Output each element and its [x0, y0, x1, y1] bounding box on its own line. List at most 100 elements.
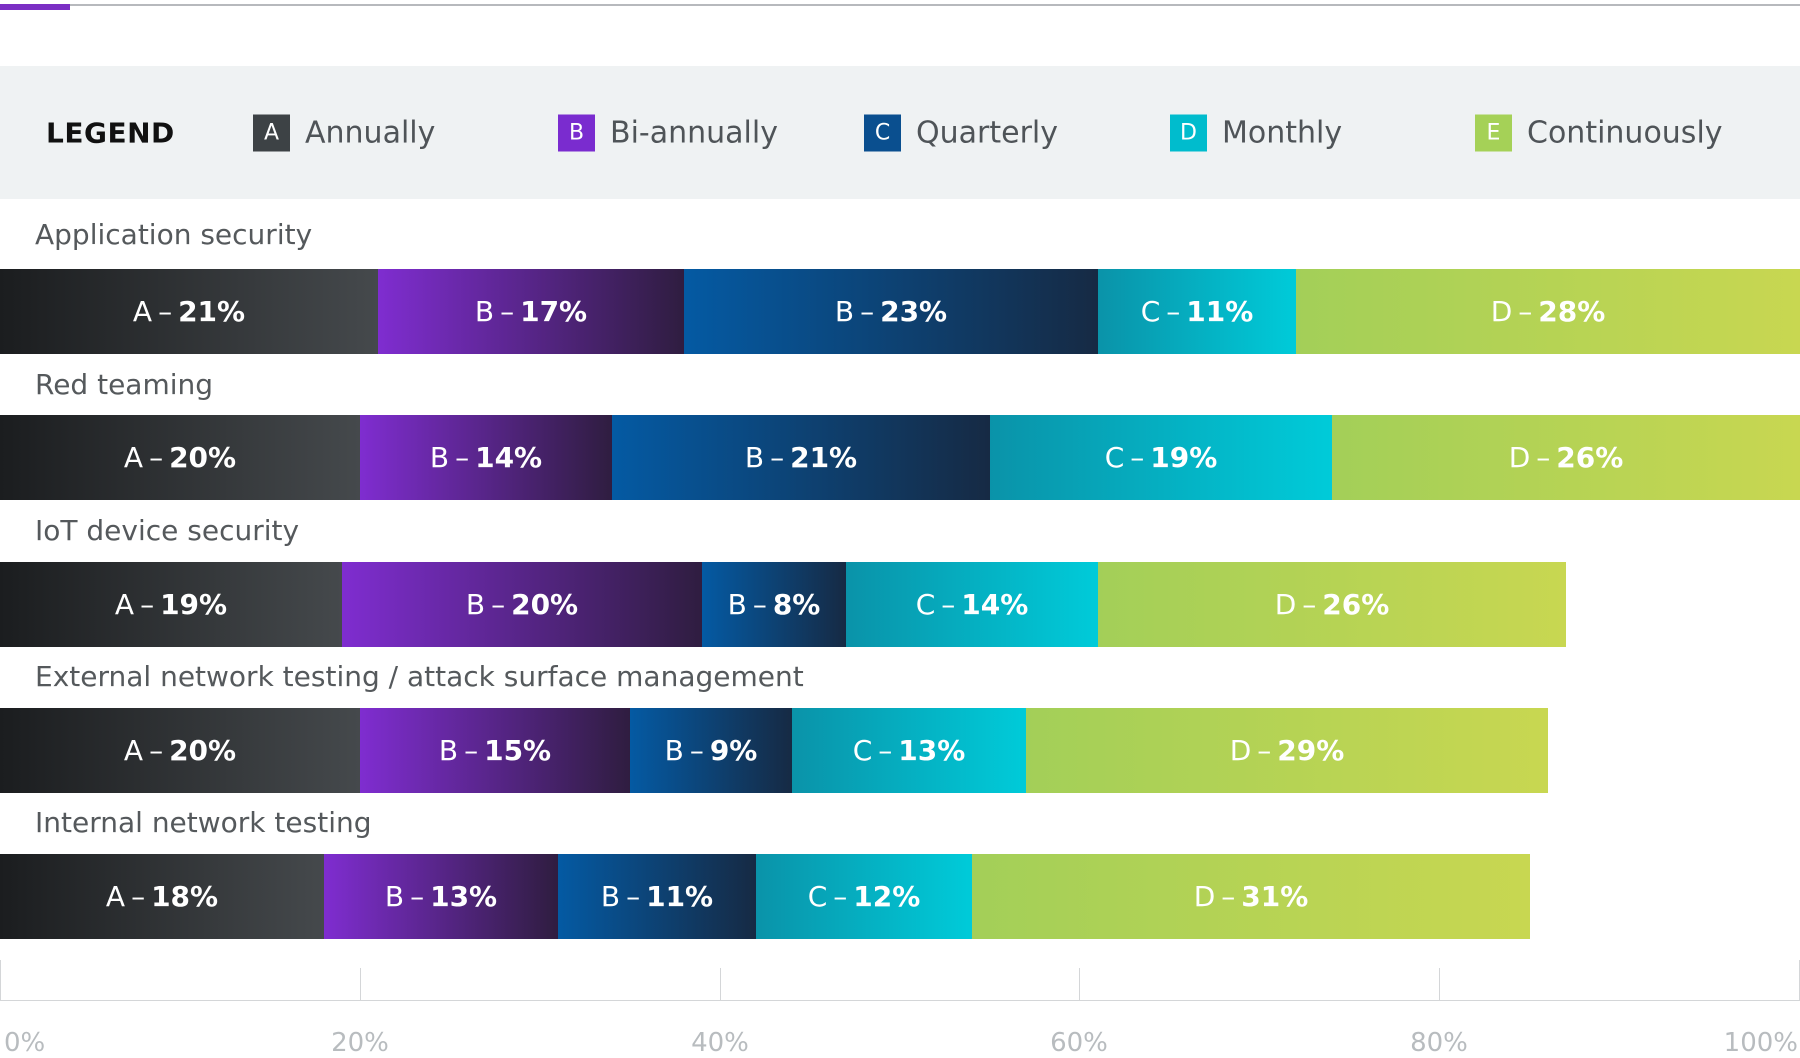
segment-value: 8%	[772, 588, 821, 621]
segment-dash: –	[941, 588, 956, 621]
segment-dash: –	[770, 441, 785, 474]
bar-segment-annually: A –20%	[0, 415, 360, 500]
x-tick-label: 100%	[1723, 1028, 1798, 1058]
segment-letter: C	[807, 880, 828, 913]
segment-letter: A	[123, 734, 144, 767]
segment-value: 17%	[520, 295, 588, 328]
segment-letter: B	[600, 880, 621, 913]
legend-swatch-continuously: E	[1475, 114, 1512, 151]
row-label-application-security: Application security	[35, 218, 313, 251]
bar-segment-continuously: D –29%	[1026, 708, 1548, 793]
bar-segment-quarterly: B –21%	[612, 415, 990, 500]
segment-value: 11%	[646, 880, 714, 913]
legend-swatch-annually: A	[253, 114, 290, 151]
legend-label-bi-annually: Bi-annually	[610, 115, 778, 150]
segment-letter: D	[1229, 734, 1252, 767]
x-tick-label: 40%	[691, 1028, 749, 1058]
segment-dash: –	[491, 588, 506, 621]
legend-item-quarterly: C Quarterly	[864, 114, 1058, 151]
x-tick-mark	[360, 968, 361, 1000]
segment-letter: C	[1104, 441, 1125, 474]
segment-value: 20%	[169, 441, 237, 474]
segment-dash: –	[410, 880, 425, 913]
segment-dash: –	[149, 734, 164, 767]
legend-swatch-monthly: D	[1170, 114, 1207, 151]
segment-letter: B	[474, 295, 495, 328]
segment-letter: B	[438, 734, 459, 767]
progress-fill	[0, 4, 70, 10]
segment-dash: –	[878, 734, 893, 767]
segment-letter: A	[132, 295, 153, 328]
legend-label-annually: Annually	[305, 115, 436, 150]
segment-dash: –	[500, 295, 515, 328]
segment-dash: –	[689, 734, 704, 767]
row-label-internal-network-testing: Internal network testing	[35, 806, 372, 839]
segment-letter: B	[465, 588, 486, 621]
segment-value: 28%	[1538, 295, 1606, 328]
bar-segment-bi-annually: B –14%	[360, 415, 612, 500]
progress-track	[0, 4, 1800, 10]
segment-letter: B	[727, 588, 747, 621]
segment-letter: A	[123, 441, 144, 474]
segment-value: 26%	[1322, 588, 1390, 621]
segment-letter: C	[852, 734, 873, 767]
segment-letter: C	[1140, 295, 1161, 328]
bar-segment-continuously: D –26%	[1098, 562, 1566, 647]
x-tick-mark	[720, 968, 721, 1000]
segment-value: 19%	[160, 588, 228, 621]
segment-dash: –	[1302, 588, 1317, 621]
segment-letter: D	[1508, 441, 1531, 474]
segment-letter: D	[1193, 880, 1216, 913]
x-axis-line	[0, 1000, 1800, 1001]
segment-value: 11%	[1186, 295, 1254, 328]
segment-value: 9%	[709, 734, 758, 767]
bar-segment-monthly: C –13%	[792, 708, 1026, 793]
segment-value: 31%	[1241, 880, 1309, 913]
segment-letter: D	[1274, 588, 1297, 621]
bar-segment-continuously: D –31%	[972, 854, 1530, 939]
segment-value: 12%	[853, 880, 921, 913]
segment-value: 23%	[880, 295, 948, 328]
segment-value: 14%	[475, 441, 543, 474]
bar-segment-annually: A –18%	[0, 854, 324, 939]
bar-segment-monthly: C –11%	[1098, 269, 1296, 354]
segment-value: 18%	[151, 880, 219, 913]
x-tick-mark	[0, 960, 1, 1000]
legend-swatch-quarterly: C	[864, 114, 901, 151]
segment-dash: –	[1166, 295, 1181, 328]
x-tick-label: 20%	[331, 1028, 389, 1058]
bar-segment-bi-annually: B –17%	[378, 269, 684, 354]
segment-value: 15%	[484, 734, 552, 767]
row-label-iot-device-security: IoT device security	[35, 514, 300, 547]
bar-segment-bi-annually: B –15%	[360, 708, 630, 793]
segment-letter: B	[744, 441, 765, 474]
segment-value: 21%	[178, 295, 246, 328]
segment-dash: –	[626, 880, 641, 913]
segment-dash: –	[1257, 734, 1272, 767]
segment-value: 13%	[430, 880, 498, 913]
row-label-external-network-testing-attack-surface-management: External network testing / attack surfac…	[35, 660, 804, 693]
segment-letter: B	[384, 880, 405, 913]
bar-segment-annually: A –20%	[0, 708, 360, 793]
bar-segment-monthly: C –14%	[846, 562, 1098, 647]
bar-segment-quarterly: B –11%	[558, 854, 756, 939]
segment-dash: –	[140, 588, 155, 621]
segment-dash: –	[1130, 441, 1145, 474]
segment-dash: –	[131, 880, 146, 913]
legend-item-annually: A Annually	[253, 114, 435, 151]
x-tick-mark	[1079, 968, 1080, 1000]
bar-segment-annually: A –21%	[0, 269, 378, 354]
bar-segment-continuously: D –28%	[1296, 269, 1800, 354]
segment-value: 21%	[790, 441, 858, 474]
bar-segment-bi-annually: B –13%	[324, 854, 558, 939]
segment-dash: –	[158, 295, 173, 328]
legend-item-bi-annually: B Bi-annually	[558, 114, 778, 151]
segment-dash: –	[464, 734, 479, 767]
segment-letter: D	[1490, 295, 1513, 328]
bar-segment-quarterly: B –9%	[630, 708, 792, 793]
segment-dash: –	[149, 441, 164, 474]
segment-letter: A	[105, 880, 126, 913]
legend-panel: LEGEND A Annually B Bi-annually C Quarte…	[0, 66, 1800, 199]
legend-item-continuously: E Continuously	[1475, 114, 1723, 151]
